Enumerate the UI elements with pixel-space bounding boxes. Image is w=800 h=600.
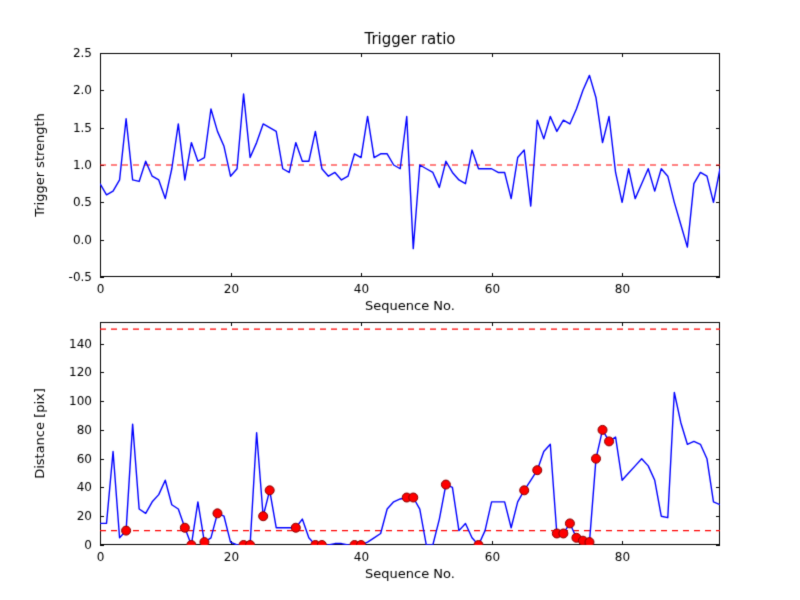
figure-canvas bbox=[0, 0, 800, 600]
matplotlib-figure bbox=[0, 0, 800, 600]
